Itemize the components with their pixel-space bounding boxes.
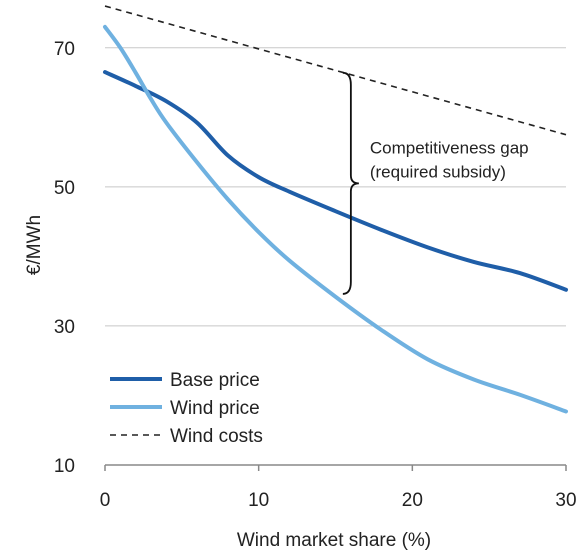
series-lines bbox=[103, 5, 568, 414]
y-tick-label: 10 bbox=[54, 456, 75, 477]
x-tick-label: 10 bbox=[248, 490, 269, 511]
legend-label: Base price bbox=[170, 370, 260, 391]
x-axis bbox=[104, 464, 567, 471]
y-tick-labels: 10 30 50 70 bbox=[54, 39, 75, 477]
legend-label: Wind price bbox=[170, 398, 260, 419]
series-line-base-price bbox=[103, 70, 568, 292]
y-tick-label: 70 bbox=[54, 39, 75, 60]
gridlines bbox=[105, 47, 566, 327]
series-line-wind-price bbox=[103, 24, 568, 414]
x-tick-label: 30 bbox=[555, 490, 576, 511]
annotation-text: Competitiveness gap bbox=[370, 138, 529, 157]
y-axis-title: €/MWh bbox=[24, 215, 45, 275]
x-tick-label: 20 bbox=[402, 490, 423, 511]
series-line-wind-costs bbox=[104, 5, 567, 136]
annotation-text: (required subsidy) bbox=[370, 162, 506, 181]
legend: Base price Wind price Wind costs bbox=[110, 370, 263, 447]
x-tick-labels: 0 10 20 30 bbox=[100, 490, 577, 511]
annotation: Competitiveness gap (required subsidy) bbox=[342, 71, 529, 295]
legend-label: Wind costs bbox=[170, 426, 263, 447]
y-tick-label: 50 bbox=[54, 178, 75, 199]
x-tick-label: 0 bbox=[100, 490, 111, 511]
annotation-bracket bbox=[342, 71, 359, 295]
x-axis-title: Wind market share (%) bbox=[237, 530, 431, 551]
y-tick-label: 30 bbox=[54, 317, 75, 338]
